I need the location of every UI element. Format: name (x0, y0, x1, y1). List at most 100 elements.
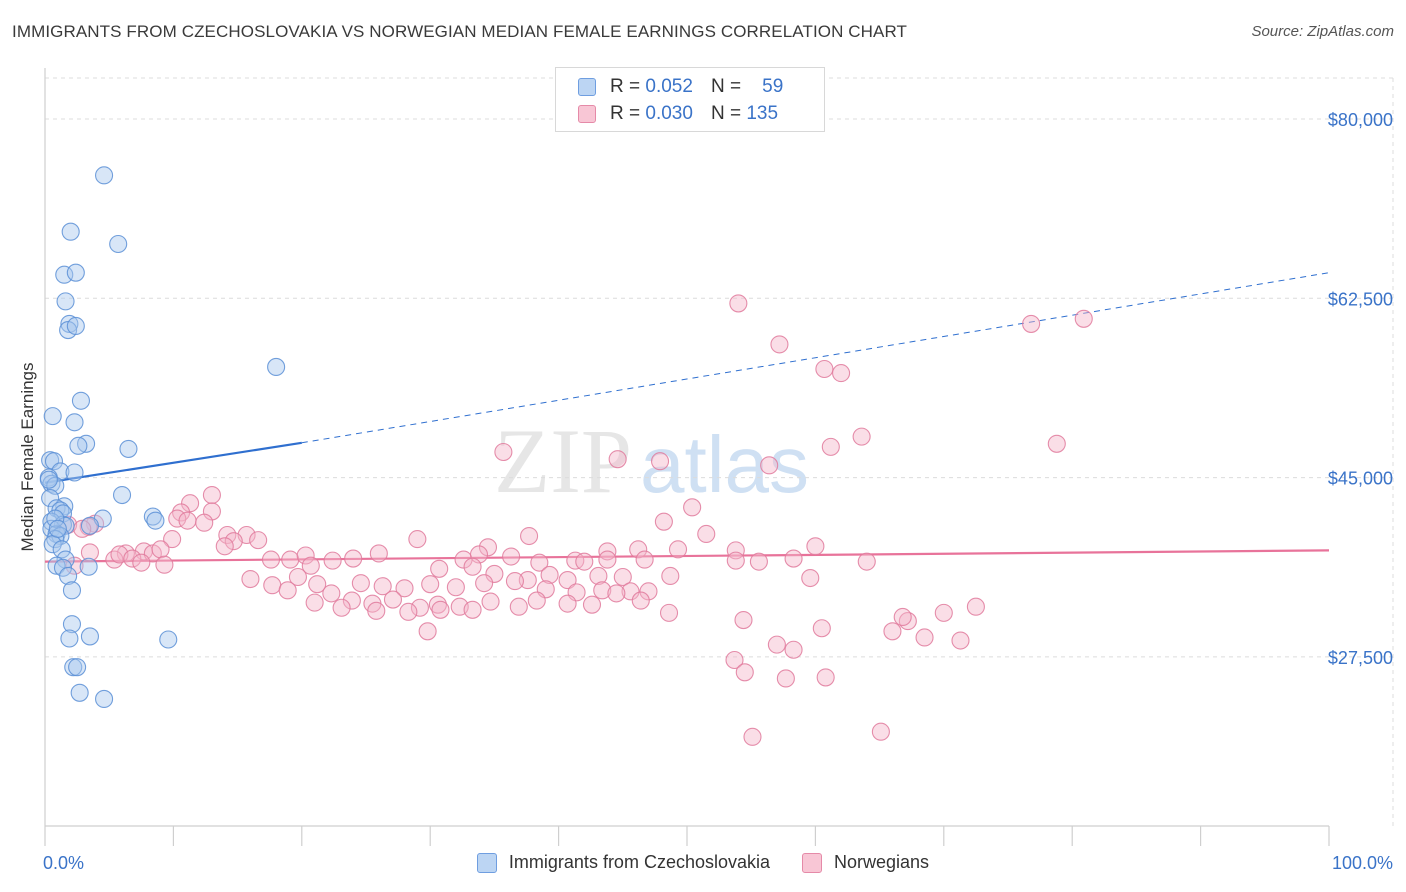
legend-swatch-pink (578, 105, 596, 123)
point-czechoslovakia (43, 407, 62, 426)
watermark: ZIP atlas (494, 410, 809, 512)
point-norwegians (951, 631, 970, 650)
point-norwegians (195, 513, 214, 532)
point-norwegians (446, 578, 465, 597)
point-norwegians (893, 607, 912, 627)
point-czechoslovakia (64, 658, 83, 677)
legend-n-label: N = (710, 103, 742, 124)
point-norwegians (373, 577, 392, 596)
point-norwegians (650, 452, 670, 471)
point-norwegians (494, 442, 513, 462)
series-legend: Immigrants from Czechoslovakia Norwegian… (0, 852, 1406, 873)
point-czechoslovakia (65, 463, 84, 482)
point-czechoslovakia (146, 511, 165, 530)
point-norwegians (478, 538, 498, 557)
legend-n-value: 135 (746, 103, 779, 124)
legend-r-value: 0.052 (645, 76, 693, 97)
point-norwegians (966, 597, 985, 616)
tick-labels: $27,500 $45,000 $62,500 $80,000 0.0% 100.0% (43, 110, 1393, 873)
point-czechoslovakia (62, 615, 82, 634)
point-norwegians (784, 640, 803, 659)
trend-extension-czechoslovakia (301, 272, 1330, 444)
point-norwegians (821, 437, 840, 456)
point-norwegians (1074, 309, 1093, 328)
point-czechoslovakia (60, 629, 79, 648)
point-norwegians (249, 531, 268, 550)
point-norwegians (812, 619, 831, 638)
point-czechoslovakia (71, 391, 91, 410)
point-czechoslovakia (66, 263, 85, 282)
point-norwegians (502, 547, 521, 566)
point-norwegians (934, 603, 953, 622)
point-norwegians (305, 593, 324, 612)
point-norwegians (540, 565, 559, 585)
point-norwegians (582, 595, 602, 614)
point-norwegians (202, 485, 221, 505)
point-norwegians (613, 567, 632, 587)
legend-r-label: R = (610, 103, 641, 124)
point-norwegians (815, 359, 834, 379)
point-czechoslovakia (267, 357, 286, 377)
point-norwegians (635, 550, 654, 569)
point-norwegians (589, 566, 608, 586)
point-norwegians (776, 669, 795, 688)
x-tick-label: 0.0% (43, 853, 84, 873)
legend-r-value: 0.030 (645, 103, 693, 124)
point-norwegians (621, 582, 640, 601)
point-norwegians (1022, 314, 1041, 333)
y-axis-label: Median Female Earnings (18, 363, 37, 552)
point-norwegians (629, 540, 648, 559)
point-czechoslovakia (62, 581, 82, 600)
point-norwegians (767, 635, 786, 654)
point-norwegians (399, 602, 418, 621)
point-norwegians (332, 598, 351, 617)
point-norwegians (163, 530, 182, 549)
point-norwegians (530, 553, 549, 572)
point-norwegians (367, 601, 386, 620)
point-norwegians (296, 546, 315, 565)
legend-r-label: R = (610, 76, 641, 97)
legend-n-value: 59 (762, 76, 784, 97)
point-norwegians (105, 550, 124, 569)
point-norwegians (1047, 434, 1066, 453)
point-czechoslovakia (46, 530, 65, 549)
point-norwegians (463, 600, 482, 619)
point-czechoslovakia (44, 452, 64, 471)
point-norwegians (607, 584, 626, 603)
series-legend-norwegians: Norwegians (802, 852, 929, 873)
point-norwegians (668, 540, 688, 559)
point-czechoslovakia (109, 234, 128, 254)
point-norwegians (852, 427, 871, 446)
point-norwegians (760, 456, 779, 475)
point-czechoslovakia (39, 470, 58, 489)
y-tick-label: $27,500 (1328, 648, 1393, 668)
point-czechoslovakia (95, 689, 114, 708)
point-czechoslovakia (61, 222, 80, 241)
point-norwegians (593, 581, 612, 600)
point-czechoslovakia (56, 292, 75, 311)
point-norwegians (421, 575, 440, 594)
point-norwegians (697, 524, 716, 544)
y-tick-label: $62,500 (1328, 289, 1393, 309)
point-czechoslovakia (55, 265, 74, 284)
point-czechoslovakia (70, 683, 89, 702)
point-norwegians (683, 498, 702, 517)
point-norwegians (263, 576, 282, 595)
trend-lines (44, 272, 1330, 563)
point-norwegians (308, 575, 327, 594)
point-norwegians (123, 549, 142, 568)
point-norwegians (475, 574, 494, 593)
point-czechoslovakia (80, 627, 99, 646)
point-norwegians (527, 591, 546, 610)
point-czechoslovakia (41, 489, 60, 508)
point-norwegians (322, 584, 341, 603)
point-norwegians (408, 530, 427, 549)
point-norwegians (734, 610, 753, 630)
point-norwegians (505, 572, 524, 591)
x-tick-label: 100.0% (1332, 853, 1393, 873)
point-norwegians (344, 549, 363, 568)
data-points (39, 166, 1093, 746)
point-norwegians (518, 571, 537, 590)
point-norwegians (463, 557, 482, 576)
point-norwegians (428, 595, 447, 614)
